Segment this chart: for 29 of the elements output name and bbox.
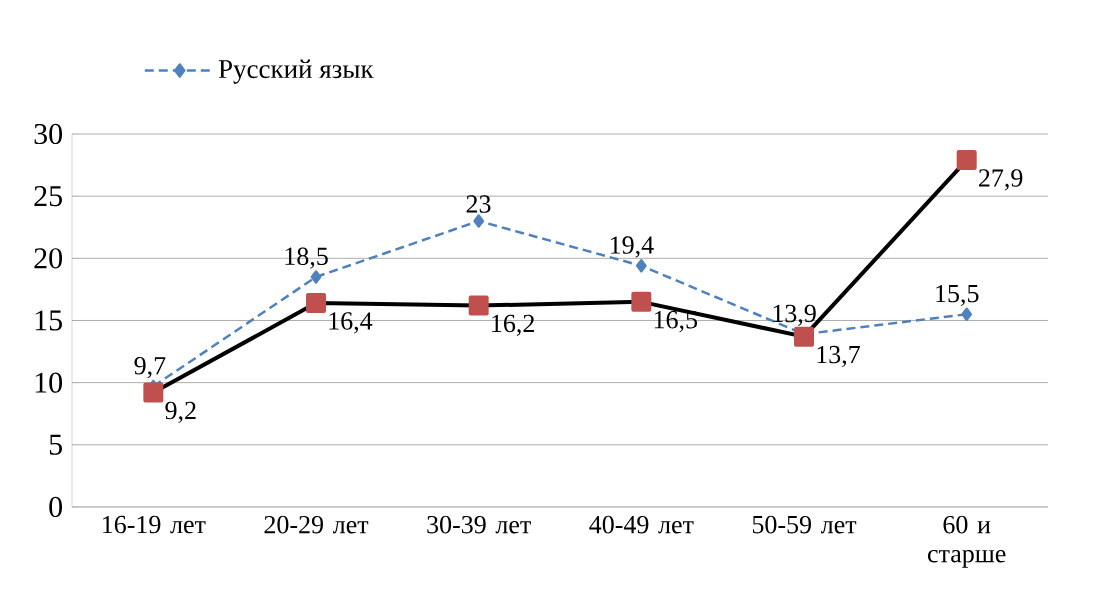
point bbox=[961, 307, 973, 322]
x-tick-label: 16-19 лет bbox=[103, 515, 206, 534]
y-tick-label: 0 bbox=[49, 496, 62, 518]
y-tick-label: 5 bbox=[49, 434, 62, 455]
point bbox=[473, 214, 485, 228]
x-tick-label: 40-49 лет bbox=[589, 515, 694, 534]
point bbox=[635, 259, 647, 273]
x-tick-label: 50-59 лет bbox=[752, 515, 857, 534]
data-label: 18,5 bbox=[285, 247, 328, 269]
data-label: 13,9 bbox=[773, 304, 816, 326]
legend-label: Русский язык bbox=[218, 59, 374, 84]
data-label: 15,5 bbox=[936, 284, 979, 307]
data-label: 16,2 bbox=[492, 314, 534, 336]
data-label: 13,7 bbox=[817, 345, 860, 368]
data-label: 16,4 bbox=[329, 312, 373, 334]
x-tick-label: 30-39 лет bbox=[427, 515, 531, 534]
data-label: 9,7 bbox=[134, 356, 166, 379]
data-label: 23 bbox=[466, 195, 491, 213]
x-tick-label: 20-29 лет bbox=[264, 515, 369, 534]
data-label: 9,2 bbox=[165, 401, 196, 424]
data-label: 19,4 bbox=[610, 236, 654, 258]
y-tick-label: 15 bbox=[35, 310, 62, 331]
y-tick-label: 20 bbox=[34, 248, 62, 269]
point bbox=[310, 270, 322, 284]
y-tick-label: 25 bbox=[34, 186, 62, 207]
x-tick-label: 60 и старше bbox=[928, 515, 1006, 568]
y-tick-label: 30 bbox=[34, 123, 62, 145]
data-label: 27,9 bbox=[979, 169, 1023, 191]
y-tick-label: 10 bbox=[35, 372, 62, 393]
